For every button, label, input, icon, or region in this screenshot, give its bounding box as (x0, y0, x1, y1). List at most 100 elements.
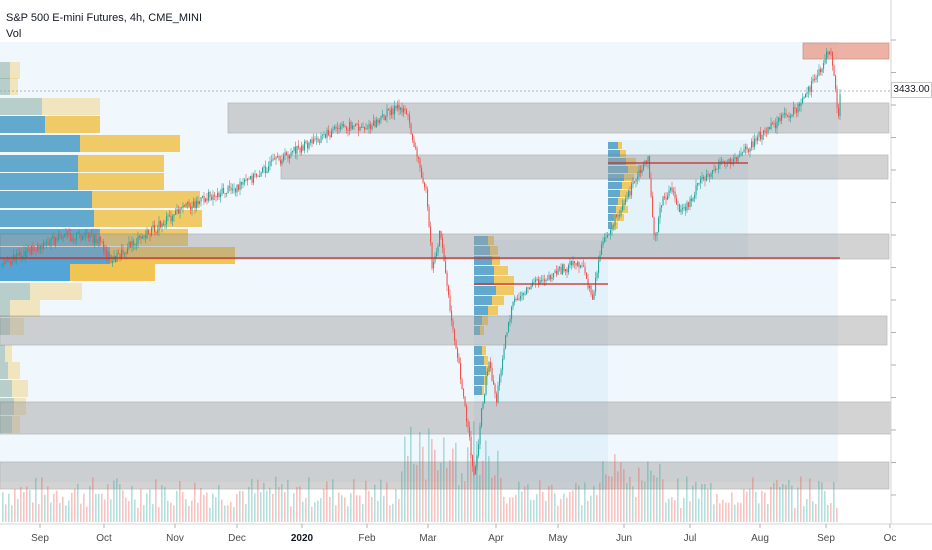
candle-body (310, 139, 312, 143)
candle-body (683, 207, 685, 209)
candle-body (518, 298, 520, 300)
candle-body (406, 109, 408, 115)
volume-bar (92, 477, 94, 522)
candle-body (187, 202, 189, 204)
candle-body (608, 234, 610, 236)
candle-body (593, 291, 595, 300)
volume-bar (149, 489, 151, 522)
volume-bar (413, 463, 415, 522)
volume-profile-row (0, 62, 10, 79)
candle-body (344, 126, 346, 127)
candle-body (715, 168, 717, 171)
candle-body (640, 170, 642, 173)
volume-bar (80, 503, 82, 522)
volume-bar (533, 499, 535, 522)
support-resistance-zone[interactable] (0, 461, 890, 490)
candle-body (535, 279, 537, 282)
volume-bar (662, 479, 664, 522)
candle-body (322, 134, 324, 136)
candle-body (704, 179, 706, 181)
candle-body (755, 138, 757, 141)
volume-bar (830, 502, 832, 522)
volume-bar (623, 469, 625, 522)
candle-body (359, 126, 361, 131)
candle-body (602, 241, 604, 245)
volume-bar (110, 499, 112, 522)
candle-body (659, 207, 661, 219)
candle-body (346, 126, 348, 131)
volume-bar (563, 493, 565, 522)
candle-body (803, 97, 805, 99)
candle-body (440, 230, 442, 238)
volume-bar (47, 486, 49, 522)
candle-body (652, 196, 654, 218)
candle-body (473, 466, 475, 475)
candle-body (713, 170, 715, 171)
volume-bar (512, 497, 514, 522)
candle-body (361, 126, 363, 128)
candle-body (284, 152, 286, 156)
candle-body (73, 238, 75, 240)
candle-body (347, 130, 349, 131)
volume-bar (194, 482, 196, 522)
volume-profile-row (474, 316, 482, 325)
volume-bar (578, 485, 580, 522)
candle-body (376, 119, 378, 128)
candle-body (577, 262, 579, 266)
candle-body (256, 173, 258, 177)
candle-body (236, 184, 238, 193)
volume-bar (668, 498, 670, 522)
candle-body (199, 201, 201, 204)
volume-indicator-label[interactable]: Vol (6, 28, 22, 40)
candle-body (334, 126, 336, 129)
volume-profile-row (474, 386, 482, 395)
supply-zone[interactable] (802, 42, 890, 60)
volume-bar (212, 493, 214, 522)
candle-body (407, 114, 409, 116)
volume-profile-row (474, 236, 488, 245)
candle-body (538, 278, 540, 285)
volume-bar (410, 426, 412, 522)
candle-body (377, 119, 379, 123)
candle-body (614, 214, 616, 226)
volume-bar (161, 485, 163, 522)
volume-bar (455, 442, 457, 522)
volume-bar (635, 497, 637, 522)
symbol-title[interactable]: S&P 500 E-mini Futures, 4h, CME_MINI (6, 12, 203, 24)
volume-bar (302, 501, 304, 522)
volume-bar (392, 503, 394, 522)
candle-body (467, 421, 469, 427)
volume-profile-row (0, 416, 12, 433)
candle-body (58, 234, 60, 240)
candle-body (686, 202, 688, 211)
volume-bar (737, 502, 739, 522)
volume-profile-row (0, 173, 78, 190)
candle-body (766, 131, 768, 133)
volume-bar (257, 479, 259, 522)
support-resistance-zone[interactable] (0, 315, 888, 346)
candle-body (184, 205, 186, 207)
candle-body (1, 265, 3, 266)
volume-bar (389, 505, 391, 522)
candle-body (238, 184, 240, 190)
candle-body (511, 306, 513, 319)
candle-body (539, 280, 541, 285)
support-resistance-zone[interactable] (280, 154, 889, 180)
candle-body (220, 194, 222, 198)
candle-body (278, 156, 280, 161)
support-resistance-zone[interactable] (0, 401, 892, 435)
candle-body (767, 126, 769, 133)
candle-body (833, 65, 835, 76)
candle-body (823, 63, 825, 69)
candle-body (424, 182, 426, 188)
candle-body (626, 197, 628, 200)
volume-bar (539, 480, 541, 522)
candle-body (575, 263, 577, 266)
volume-profile-row (474, 276, 494, 285)
time-axis-label: Jul (684, 533, 697, 544)
candle-body (586, 273, 588, 279)
candle-body (668, 190, 670, 196)
volume-bar (116, 478, 118, 522)
